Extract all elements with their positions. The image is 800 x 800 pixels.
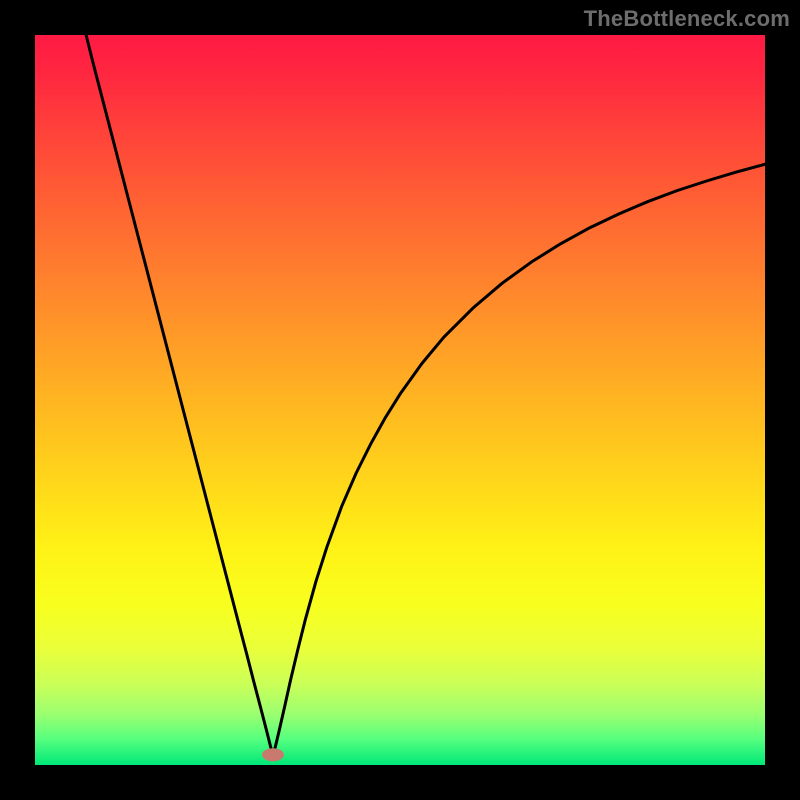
plot-area [35,35,765,765]
watermark-text: TheBottleneck.com [584,6,790,32]
bottleneck-curve [35,35,765,765]
curve-line [86,35,765,755]
minimum-marker [262,748,284,761]
chart-frame: TheBottleneck.com [0,0,800,800]
